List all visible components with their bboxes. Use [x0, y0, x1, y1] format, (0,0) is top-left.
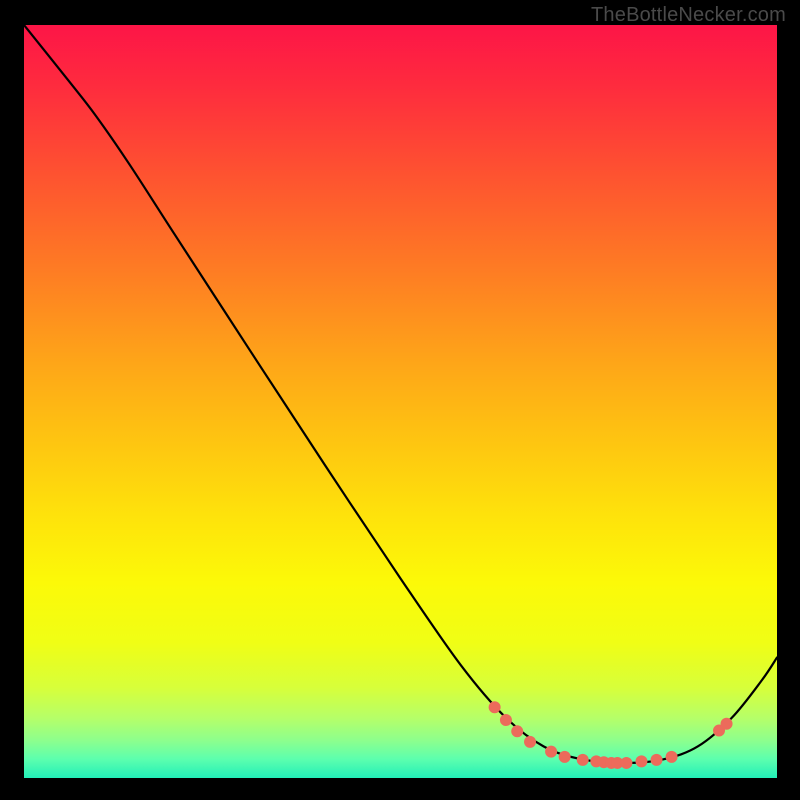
data-marker — [666, 751, 678, 763]
data-marker — [721, 718, 733, 730]
plot-area — [24, 25, 777, 778]
data-marker — [500, 714, 512, 726]
chart-frame: TheBottleNecker.com — [0, 0, 800, 800]
chart-svg — [24, 25, 777, 778]
data-marker — [545, 746, 557, 758]
watermark-text: TheBottleNecker.com — [591, 4, 786, 27]
data-marker — [559, 751, 571, 763]
data-marker — [511, 725, 523, 737]
data-marker — [635, 755, 647, 767]
data-marker — [577, 754, 589, 766]
data-marker — [489, 701, 501, 713]
data-marker — [524, 736, 536, 748]
data-marker — [651, 754, 663, 766]
heatmap-background — [24, 25, 777, 778]
data-marker — [620, 757, 632, 769]
